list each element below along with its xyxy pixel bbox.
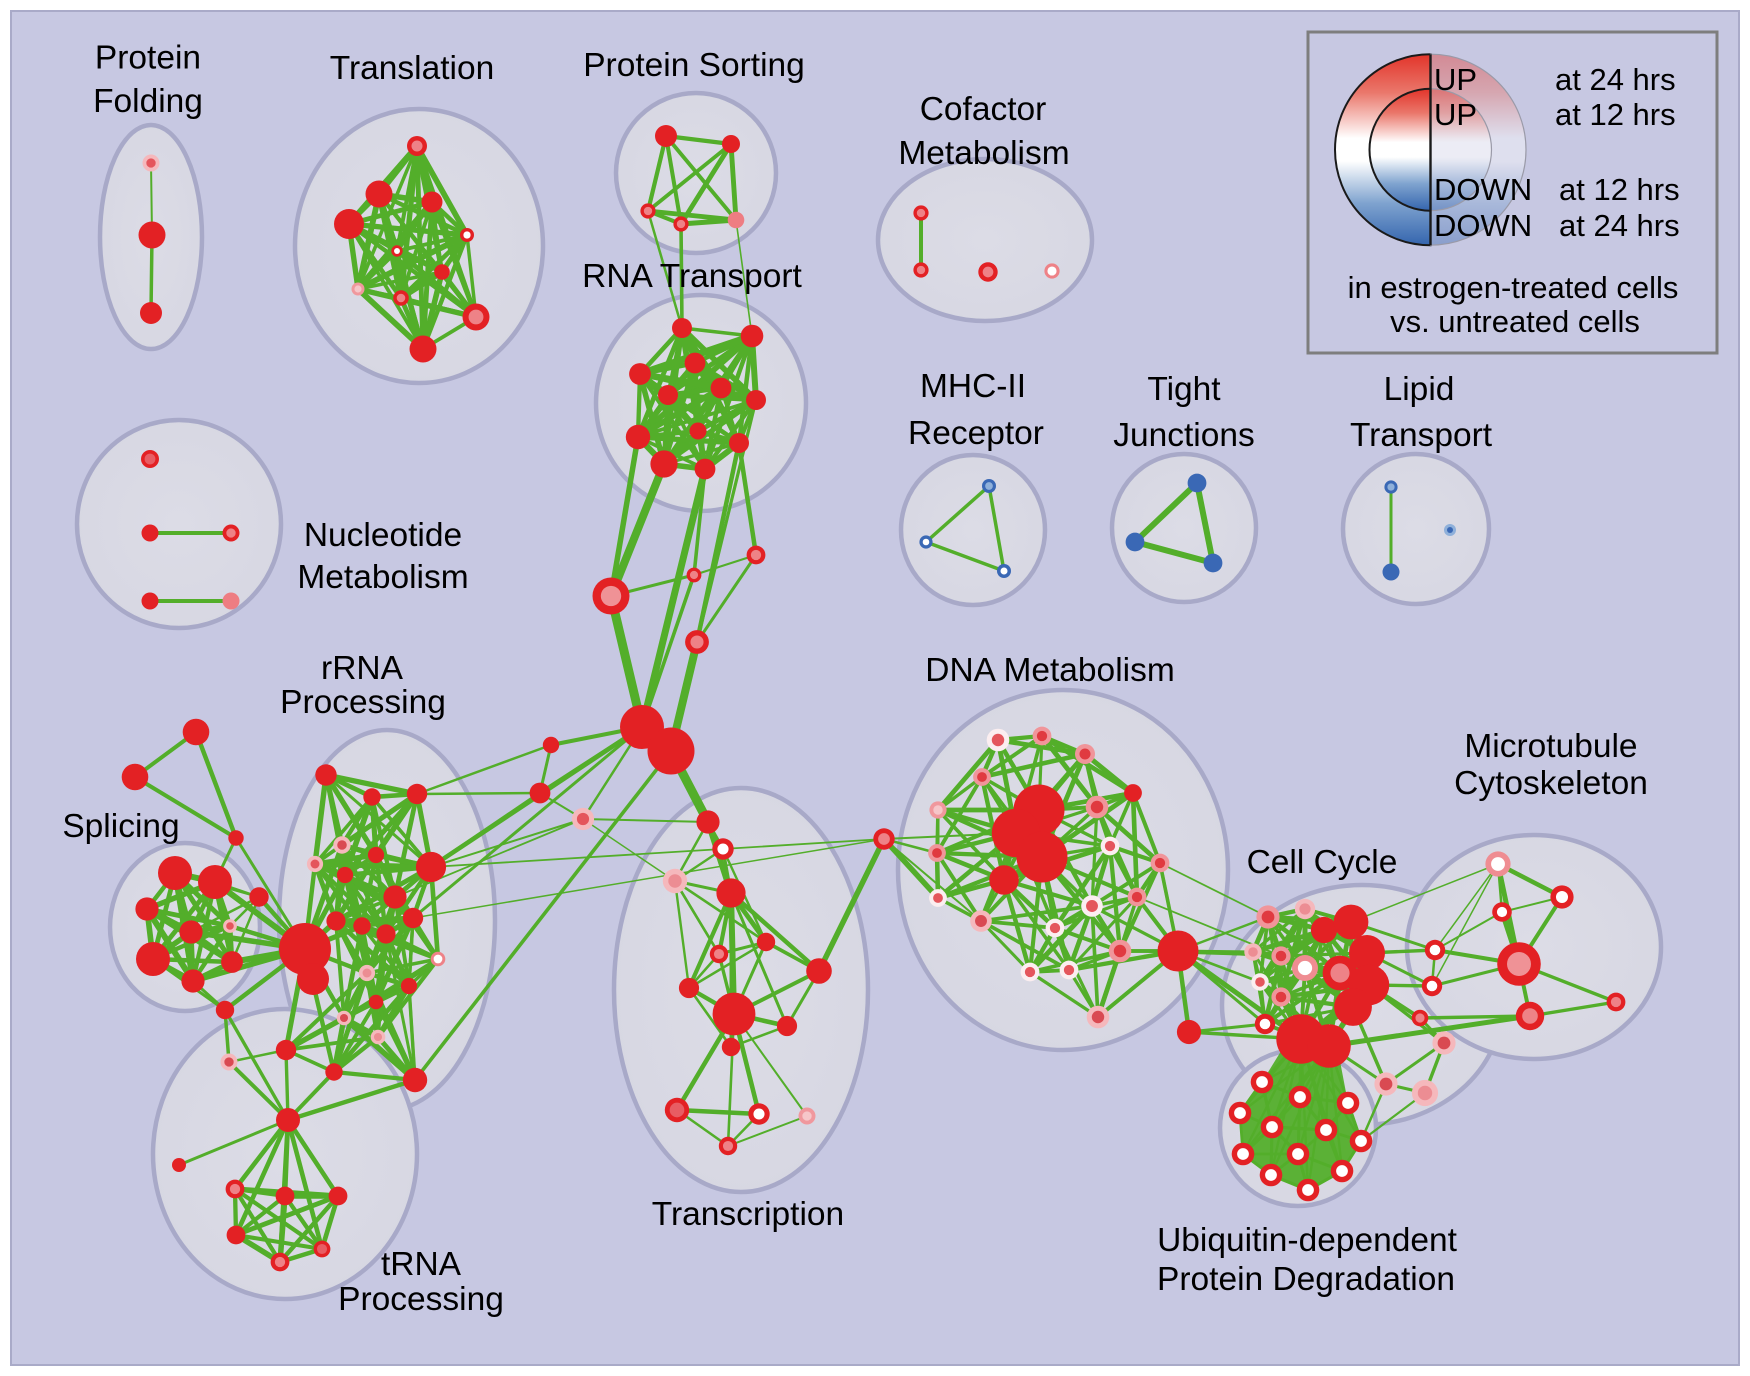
svg-text:Metabolism: Metabolism <box>898 135 1069 172</box>
svg-text:in estrogen-treated cells: in estrogen-treated cells <box>1348 270 1679 305</box>
svg-text:Cytoskeleton: Cytoskeleton <box>1454 765 1648 802</box>
svg-text:at 24 hrs: at 24 hrs <box>1559 208 1680 243</box>
svg-text:Splicing: Splicing <box>62 808 179 845</box>
svg-text:Nucleotide: Nucleotide <box>304 517 462 554</box>
svg-text:Lipid: Lipid <box>1384 371 1455 408</box>
svg-text:Cell Cycle: Cell Cycle <box>1247 844 1398 881</box>
svg-text:UP: UP <box>1434 62 1477 97</box>
svg-text:Transcription: Transcription <box>652 1196 844 1233</box>
svg-text:Receptor: Receptor <box>908 415 1044 452</box>
svg-text:vs. untreated cells: vs. untreated cells <box>1390 304 1640 339</box>
svg-text:DOWN: DOWN <box>1434 208 1532 243</box>
svg-text:Protein Degradation: Protein Degradation <box>1157 1261 1455 1298</box>
svg-text:Junctions: Junctions <box>1113 417 1255 454</box>
svg-text:Cofactor: Cofactor <box>920 91 1047 128</box>
svg-text:RNA Transport: RNA Transport <box>582 258 802 295</box>
svg-text:Tight: Tight <box>1147 371 1221 408</box>
svg-text:at 12 hrs: at 12 hrs <box>1555 97 1676 132</box>
svg-text:Translation: Translation <box>330 50 494 87</box>
svg-text:MHC-II: MHC-II <box>920 368 1026 405</box>
svg-text:Protein: Protein <box>95 40 201 77</box>
svg-text:at 24 hrs: at 24 hrs <box>1555 62 1676 97</box>
svg-text:tRNA: tRNA <box>381 1246 462 1283</box>
svg-text:DOWN: DOWN <box>1434 172 1532 207</box>
svg-text:Metabolism: Metabolism <box>297 559 468 596</box>
svg-text:Processing: Processing <box>338 1281 504 1318</box>
svg-text:Folding: Folding <box>93 83 203 120</box>
svg-text:DNA Metabolism: DNA Metabolism <box>925 652 1174 689</box>
svg-text:at 12 hrs: at 12 hrs <box>1559 172 1680 207</box>
svg-text:Microtubule: Microtubule <box>1464 728 1637 765</box>
svg-text:rRNA: rRNA <box>321 650 404 687</box>
svg-text:Processing: Processing <box>280 684 446 721</box>
svg-text:UP: UP <box>1434 97 1477 132</box>
svg-text:Transport: Transport <box>1350 417 1493 454</box>
svg-text:Protein Sorting: Protein Sorting <box>583 47 805 84</box>
svg-text:Ubiquitin-dependent: Ubiquitin-dependent <box>1157 1222 1458 1259</box>
